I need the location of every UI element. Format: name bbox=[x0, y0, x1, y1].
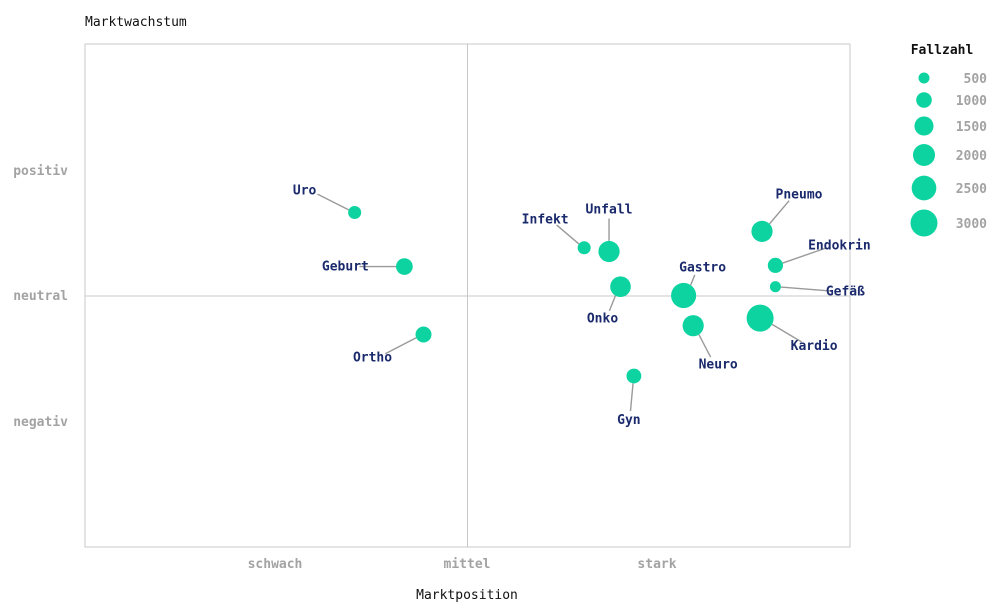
bubble-gef- bbox=[769, 281, 781, 293]
leader-line-gef- bbox=[780, 286, 832, 292]
legend-title: Fallzahl bbox=[911, 43, 974, 58]
legend: 500 1000 1500 2000 2500 3000 bbox=[910, 72, 988, 237]
legend-bubble-2500 bbox=[911, 175, 937, 201]
bubble-label-ortho: Ortho bbox=[353, 350, 392, 365]
x-axis-title: Marktposition bbox=[416, 588, 518, 603]
leader-line-onko bbox=[608, 295, 617, 312]
leader-line-kardio bbox=[771, 323, 803, 343]
bubble-neuro bbox=[682, 315, 704, 337]
legend-label-1500: 1500 bbox=[956, 120, 987, 135]
leader-line-uro bbox=[317, 193, 350, 211]
bubble-label-neuro: Neuro bbox=[699, 358, 738, 373]
leader-lines bbox=[317, 193, 832, 412]
bubble-label-uro: Uro bbox=[293, 184, 317, 199]
bubble-gastro bbox=[671, 282, 697, 309]
bubble-infekt bbox=[577, 241, 591, 255]
bubble-ortho bbox=[415, 326, 432, 343]
bubble-label-gyn: Gyn bbox=[617, 413, 640, 428]
legend-label-500: 500 bbox=[964, 72, 988, 87]
bubble-label-onko: Onko bbox=[587, 312, 618, 327]
bubble-labels: Uro Geburt Ortho Infekt Unfall Onko Gyn Gastro N… bbox=[293, 184, 871, 428]
bubble-pneumo bbox=[751, 220, 773, 242]
legend-bubble-500 bbox=[918, 72, 930, 84]
bubble-label-gef-: Gefäß bbox=[826, 285, 865, 300]
y-axis-title: Marktwachstum bbox=[85, 15, 187, 30]
leader-line-gastro bbox=[690, 274, 696, 286]
bubble-label-geburt: Geburt bbox=[322, 260, 369, 275]
bubble-unfall bbox=[598, 240, 620, 263]
y-tick-positiv: positiv bbox=[13, 164, 68, 179]
legend-bubble-1500 bbox=[914, 116, 934, 136]
leader-line-gyn bbox=[629, 383, 634, 412]
bubble-label-kardio: Kardio bbox=[791, 339, 838, 354]
legend-label-2000: 2000 bbox=[956, 149, 987, 164]
y-tick-negativ: negativ bbox=[13, 415, 68, 430]
legend-label-3000: 3000 bbox=[956, 217, 987, 232]
bubble-label-unfall: Unfall bbox=[586, 202, 633, 217]
bubble-label-infekt: Infekt bbox=[522, 213, 569, 228]
legend-bubble-1000 bbox=[916, 92, 932, 108]
bubble-geburt bbox=[396, 258, 413, 275]
bubble-endokrin bbox=[767, 257, 784, 273]
leader-line-ortho bbox=[384, 337, 417, 355]
leader-line-pneumo bbox=[768, 200, 790, 225]
bubble-onko bbox=[610, 276, 631, 298]
bubble-uro bbox=[348, 205, 362, 220]
leader-line-neuro bbox=[698, 334, 712, 358]
bubble-label-gastro: Gastro bbox=[679, 261, 726, 276]
x-tick-schwach: schwach bbox=[248, 557, 303, 572]
legend-bubble-2000 bbox=[912, 143, 936, 167]
legend-bubble-3000 bbox=[910, 209, 938, 237]
bubble-label-endokrin: Endokrin bbox=[808, 238, 871, 253]
x-tick-mittel: mittel bbox=[444, 557, 491, 572]
leader-line-infekt bbox=[556, 224, 580, 245]
x-tick-stark: stark bbox=[637, 557, 676, 572]
leader-line-endokrin bbox=[782, 247, 827, 264]
bubble-kardio bbox=[746, 304, 774, 332]
bubbles bbox=[348, 205, 784, 384]
bubble-gyn bbox=[626, 368, 642, 384]
bubble-label-pneumo: Pneumo bbox=[776, 187, 823, 202]
y-tick-neutral: neutral bbox=[13, 289, 68, 304]
legend-label-1000: 1000 bbox=[956, 94, 987, 109]
legend-label-2500: 2500 bbox=[956, 182, 987, 197]
